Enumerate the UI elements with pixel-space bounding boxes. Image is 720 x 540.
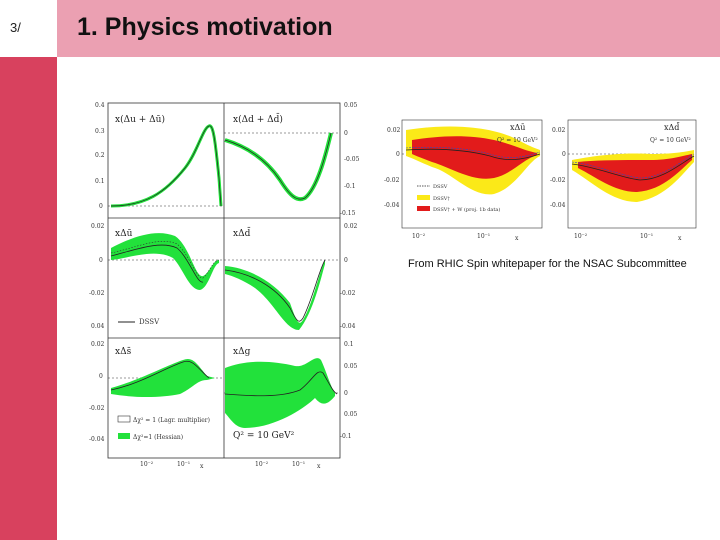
x-axis-label: x bbox=[317, 463, 321, 470]
legend-dssv: DSSV bbox=[433, 184, 448, 190]
legend-dssv-w: DSSV† + W (proj. 1b data) bbox=[433, 206, 500, 213]
q2-label: Q² = 10 GeV² bbox=[497, 137, 538, 144]
tick-label: 10⁻² bbox=[412, 233, 426, 240]
panel-label-delta-g: xΔg bbox=[233, 347, 251, 357]
x-axis-label: x bbox=[678, 235, 682, 242]
tick-label: 0 bbox=[344, 390, 348, 397]
right-figure-rhic-projection: xΔū Q² = 10 GeV² 0.02 0 -0.02 -0.04 DSSV… bbox=[384, 119, 697, 242]
tick-label: 0 bbox=[344, 130, 348, 137]
tick-label: 0 bbox=[99, 257, 103, 264]
x-axis-label: x bbox=[515, 235, 519, 242]
left-figure-pdf-panels: x(Δu + Δū) 0.4 0.3 0.2 0.1 0 x(Δd + Δd̄)… bbox=[89, 102, 360, 470]
tick-label: -0.04 bbox=[89, 436, 105, 443]
tick-label: 0.02 bbox=[387, 127, 401, 134]
slide-number-area: 3/ bbox=[0, 0, 57, 57]
tick-label: -0.04 bbox=[550, 202, 566, 209]
panel-label-delta-ubar: xΔū bbox=[115, 229, 133, 239]
sidebar-accent bbox=[0, 0, 57, 540]
tick-label: 0 bbox=[99, 203, 103, 210]
tick-label: 0.02 bbox=[552, 127, 566, 134]
panel-delta-dbar: xΔd̄ 0.02 0 -0.02 -0.04 bbox=[224, 223, 358, 330]
panel-right-dbar: xΔd̄ Q² = 10 GeV² 0.02 0 -0.02 -0.04 10⁻… bbox=[550, 119, 697, 242]
panel-label-right-ubar: xΔū bbox=[510, 123, 525, 132]
tick-label: 10⁻¹ bbox=[477, 233, 490, 240]
tick-label: -0.02 bbox=[340, 290, 356, 297]
x-axis-label: x bbox=[200, 463, 204, 470]
tick-label: -0.1 bbox=[344, 183, 356, 190]
panel-delta-sbar: xΔs̄ 0.02 0 -0.02 -0.04 Δχ² = 1 (Lagr. m… bbox=[89, 341, 224, 443]
panel-right-ubar: xΔū Q² = 10 GeV² 0.02 0 -0.02 -0.04 DSSV… bbox=[384, 119, 543, 242]
tick-label: -0.1 bbox=[340, 433, 352, 440]
panel-delta-g: xΔg 0.1 0.05 0 0.05 -0.1 Q² = 10 GeV² bbox=[224, 341, 358, 441]
tick-label: 0 bbox=[562, 151, 566, 158]
tick-label: 0.05 bbox=[344, 102, 358, 109]
panel-label-delta-dbar: xΔd̄ bbox=[233, 227, 251, 239]
tick-label: 0 bbox=[344, 257, 348, 264]
tick-label: -0.02 bbox=[89, 405, 105, 412]
tick-label: 0 bbox=[99, 373, 103, 380]
tick-label: 0.1 bbox=[95, 178, 105, 185]
tick-label: 0.2 bbox=[95, 152, 105, 159]
tick-label: 0.05 bbox=[344, 363, 358, 370]
tick-label: 0.1 bbox=[344, 341, 354, 348]
tick-label: -0.02 bbox=[384, 177, 400, 184]
tick-label: 10⁻² bbox=[574, 233, 588, 240]
tick-label: 0.4 bbox=[95, 102, 105, 109]
tick-label: -0.05 bbox=[344, 156, 360, 163]
panel-delta-d: x(Δd + Δd̄) 0.05 0 -0.05 -0.1 -0.15 bbox=[224, 102, 360, 217]
legend-dssv-dagger: DSSV† bbox=[433, 196, 450, 202]
q2-label: Q² = 10 GeV² bbox=[233, 431, 295, 441]
slide-number: 3/ bbox=[10, 20, 21, 35]
tick-label: 0.02 bbox=[91, 341, 105, 348]
tick-label: -0.04 bbox=[340, 323, 356, 330]
panel-label-delta-u: x(Δu + Δū) bbox=[115, 114, 165, 125]
panel-delta-u: x(Δu + Δū) 0.4 0.3 0.2 0.1 0 bbox=[95, 102, 224, 210]
legend-hessian: Δχ²=1 (Hessian) bbox=[133, 434, 183, 441]
title-bar: 1. Physics motivation bbox=[57, 0, 720, 57]
tick-label: 10⁻² bbox=[140, 461, 154, 468]
tick-label: -0.04 bbox=[384, 202, 400, 209]
tick-label: -0.02 bbox=[89, 290, 105, 297]
tick-label: 0.04 bbox=[91, 323, 105, 330]
tick-label: -0.15 bbox=[340, 210, 356, 217]
panel-delta-ubar: xΔū 0.02 0 -0.02 0.04 DSSV bbox=[89, 223, 224, 330]
tick-label: 10⁻¹ bbox=[292, 461, 305, 468]
tick-label: 0.02 bbox=[91, 223, 105, 230]
legend-dssv: DSSV bbox=[139, 318, 160, 326]
tick-label: 0.05 bbox=[344, 411, 358, 418]
figure-caption: From RHIC Spin whitepaper for the NSAC S… bbox=[408, 258, 687, 270]
tick-label: 10⁻² bbox=[255, 461, 269, 468]
tick-label: 0.02 bbox=[344, 223, 358, 230]
tick-label: 10⁻¹ bbox=[640, 233, 653, 240]
legend-lagr: Δχ² = 1 (Lagr. multiplier) bbox=[133, 417, 210, 424]
q2-label: Q² = 10 GeV² bbox=[650, 137, 691, 144]
panel-label-right-dbar: xΔd̄ bbox=[664, 122, 680, 132]
panel-label-delta-d: x(Δd + Δd̄) bbox=[233, 113, 283, 125]
panel-label-delta-sbar: xΔs̄ bbox=[115, 347, 132, 357]
tick-label: 0 bbox=[396, 151, 400, 158]
tick-label: 0.3 bbox=[95, 128, 105, 135]
page-title: 1. Physics motivation bbox=[77, 13, 333, 41]
tick-label: 10⁻¹ bbox=[177, 461, 190, 468]
tick-label: -0.02 bbox=[550, 177, 566, 184]
